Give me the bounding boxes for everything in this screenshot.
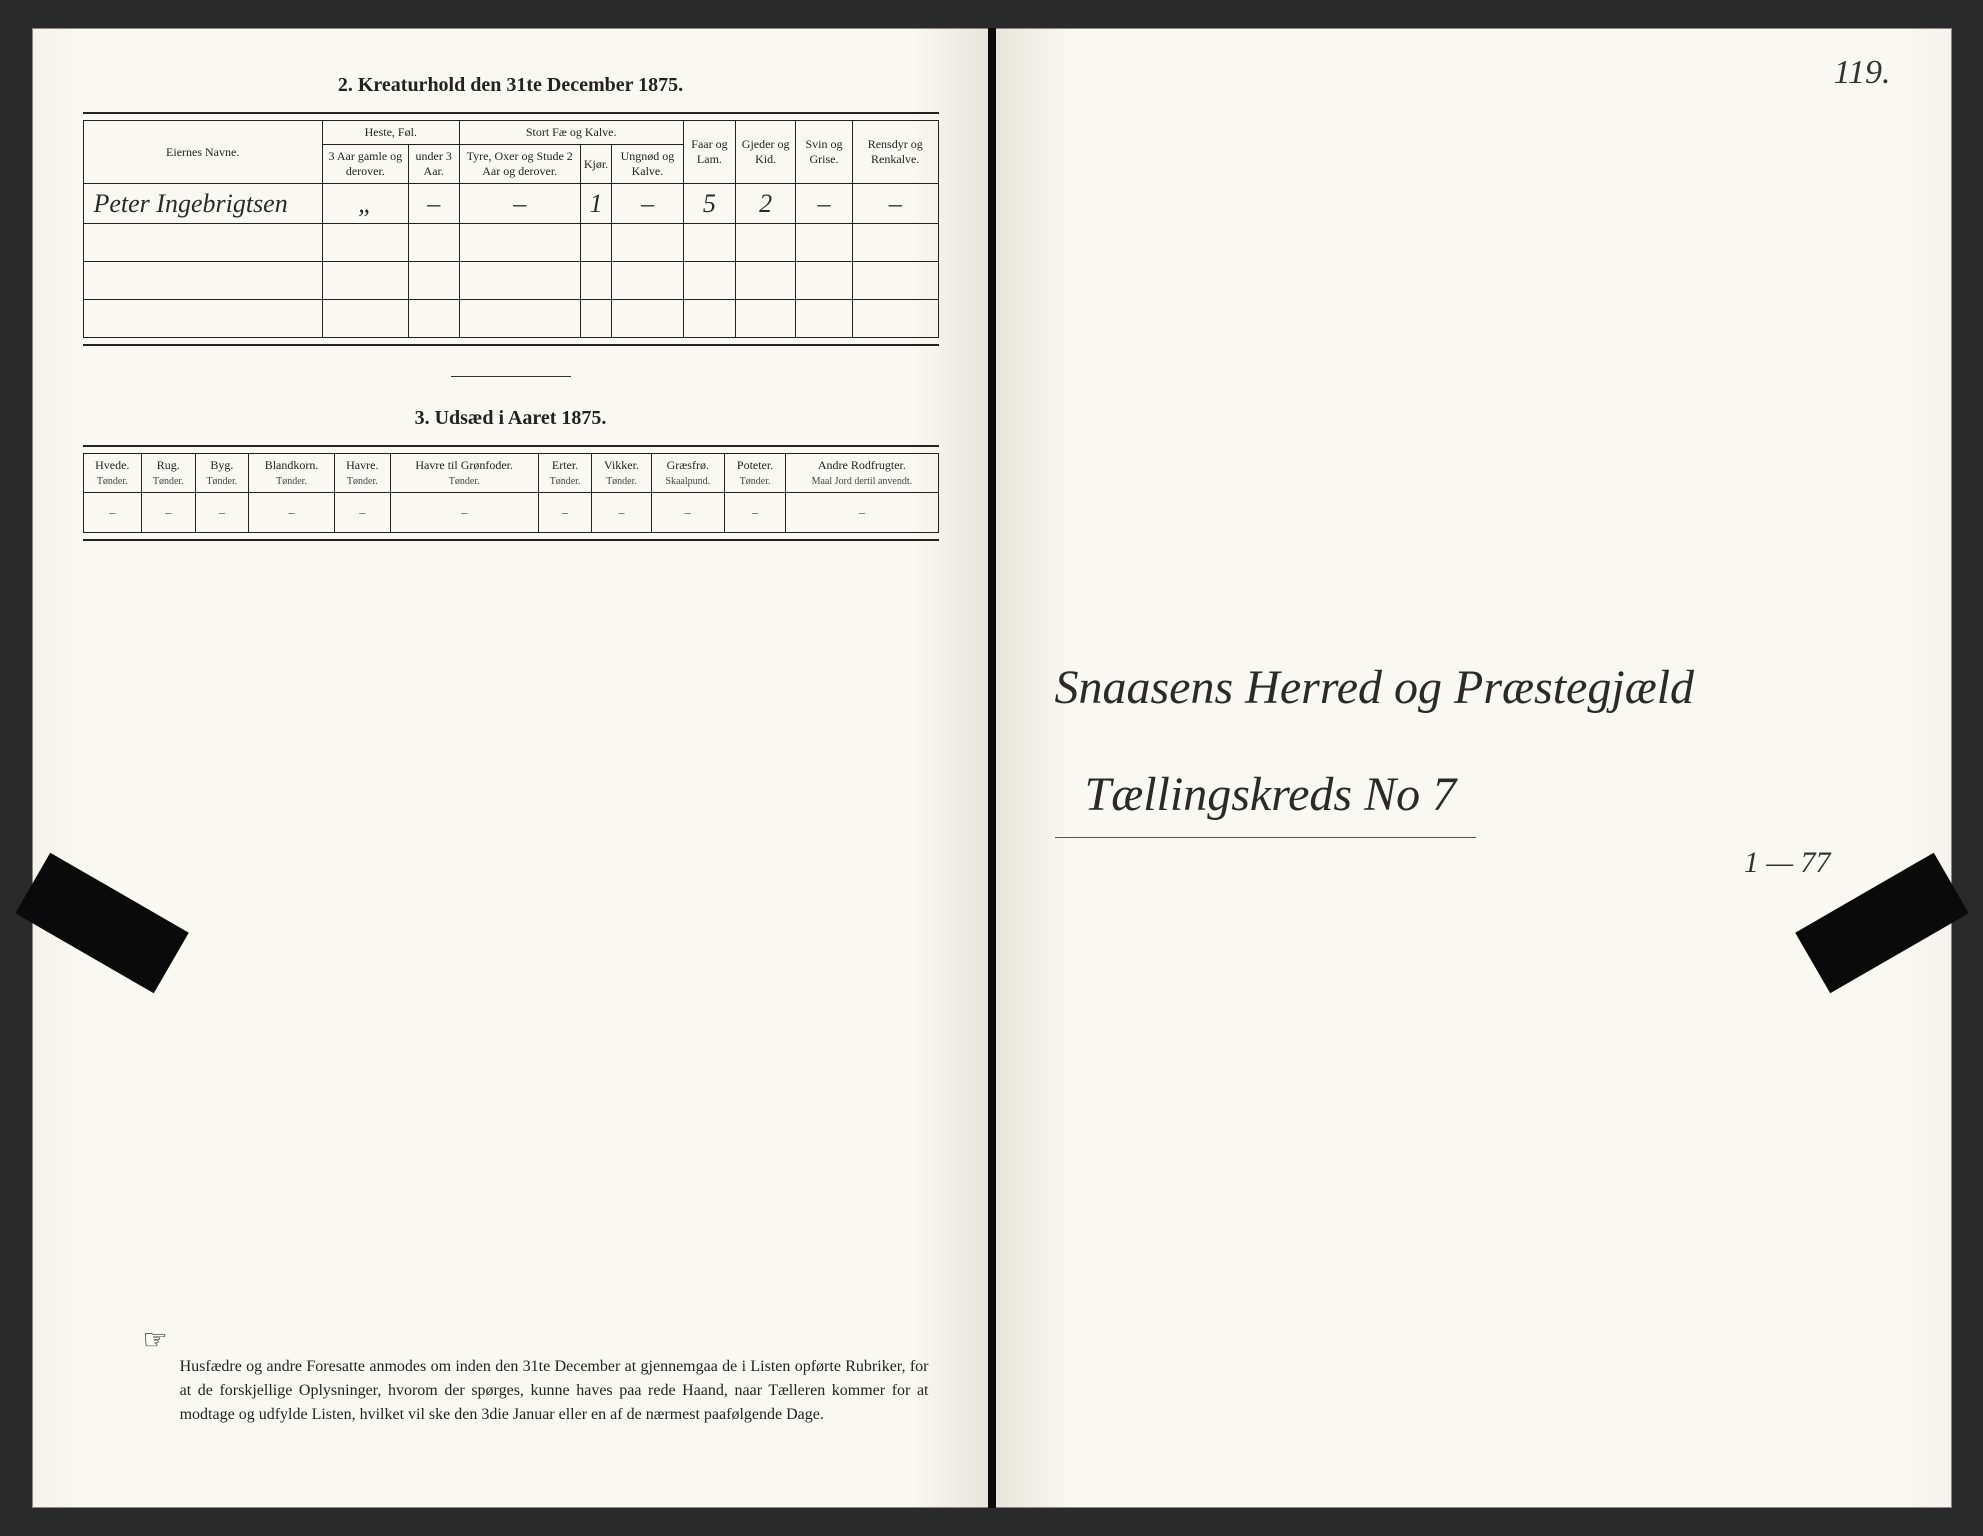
- section2-rule-bottom: [83, 344, 939, 346]
- table-row: Peter Ingebrigtsen „ – – 1 – 5 2 – –: [83, 184, 938, 224]
- table-row: [83, 224, 938, 262]
- col-goats: Gjeder og Kid.: [736, 121, 796, 184]
- seed-col: Havre.Tønder.: [334, 454, 390, 493]
- seed-data-row: – – – – – – – – – – –: [83, 493, 938, 533]
- footnote-text: Husfædre og andre Foresatte anmodes om i…: [180, 1355, 929, 1427]
- seed-cell: –: [195, 493, 249, 533]
- seed-cell: –: [724, 493, 785, 533]
- seed-col: Rug.Tønder.: [142, 454, 196, 493]
- seed-col: Græsfrø.Skaalpund.: [651, 454, 724, 493]
- table-row: [83, 262, 938, 300]
- seed-cell: –: [651, 493, 724, 533]
- seed-col: Byg.Tønder.: [195, 454, 249, 493]
- seed-col: Hvede.Tønder.: [83, 454, 142, 493]
- seed-cell: –: [786, 493, 938, 533]
- cell-sheep: 5: [683, 184, 735, 224]
- district-line: Snaasens Herred og Præstegjæld: [1055, 650, 1891, 727]
- col-reindeer: Rensdyr og Renkalve.: [852, 121, 938, 184]
- col-cattle-group: Stort Fæ og Kalve.: [459, 121, 683, 145]
- seed-cell: –: [538, 493, 592, 533]
- seed-col: Poteter.Tønder.: [724, 454, 785, 493]
- seed-col: Erter.Tønder.: [538, 454, 592, 493]
- col-owner: Eiernes Navne.: [83, 121, 322, 184]
- col-horses-b: under 3 Aar.: [408, 145, 459, 184]
- col-cattle-a: Tyre, Oxer og Stude 2 Aar og derover.: [459, 145, 580, 184]
- seed-col: Vikker.Tønder.: [592, 454, 651, 493]
- book-spine: [988, 28, 996, 1508]
- col-cattle-b: Kjør.: [580, 145, 611, 184]
- cell-pigs: –: [796, 184, 853, 224]
- cell-cattle-b: 1: [580, 184, 611, 224]
- page-number: 119.: [1834, 54, 1891, 92]
- section3-title: 3. Udsæd i Aaret 1875.: [83, 407, 939, 430]
- seed-col: Blandkorn.Tønder.: [249, 454, 335, 493]
- cell-reindeer: –: [852, 184, 938, 224]
- seed-header-row: Hvede.Tønder. Rug.Tønder. Byg.Tønder. Bl…: [83, 454, 938, 493]
- section3-rule: [83, 445, 939, 447]
- seed-table: Hvede.Tønder. Rug.Tønder. Byg.Tønder. Bl…: [83, 453, 939, 533]
- col-cattle-c: Ungnød og Kalve.: [612, 145, 684, 184]
- col-horses-a: 3 Aar gamle og derover.: [322, 145, 408, 184]
- seed-cell: –: [83, 493, 142, 533]
- book-spread: 2. Kreaturhold den 31te December 1875. E…: [32, 28, 1952, 1508]
- cell-horses-a: „: [322, 184, 408, 224]
- section3-rule-bottom: [83, 539, 939, 541]
- seed-col: Andre Rodfrugter.Maal Jord dertil anvend…: [786, 454, 938, 493]
- cell-owner: Peter Ingebrigtsen: [83, 184, 322, 224]
- range-line: 1 — 77: [1055, 846, 1891, 880]
- livestock-table: Eiernes Navne. Heste, Føl. Stort Fæ og K…: [83, 120, 939, 338]
- cell-horses-b: –: [408, 184, 459, 224]
- cell-goats: 2: [736, 184, 796, 224]
- section2-title: 2. Kreaturhold den 31te December 1875.: [83, 74, 939, 97]
- col-pigs: Svin og Grise.: [796, 121, 853, 184]
- census-circle-line: Tællingskreds No 7: [1055, 757, 1477, 839]
- left-page: 2. Kreaturhold den 31te December 1875. E…: [32, 28, 992, 1508]
- col-horses-group: Heste, Føl.: [322, 121, 459, 145]
- cell-cattle-a: –: [459, 184, 580, 224]
- seed-cell: –: [334, 493, 390, 533]
- footnote-block: ☞ Husfædre og andre Foresatte anmodes om…: [143, 1325, 929, 1427]
- title-block: Snaasens Herred og Præstegjæld Tællingsk…: [1055, 650, 1891, 881]
- section-divider: [451, 376, 571, 377]
- seed-cell: –: [592, 493, 651, 533]
- seed-cell: –: [390, 493, 538, 533]
- col-sheep: Faar og Lam.: [683, 121, 735, 184]
- cell-cattle-c: –: [612, 184, 684, 224]
- right-page: 119. Snaasens Herred og Præstegjæld Tæll…: [992, 28, 1952, 1508]
- seed-cell: –: [249, 493, 335, 533]
- pointing-hand-icon: ☞: [143, 1327, 168, 1355]
- seed-col: Havre til Grønfoder.Tønder.: [390, 454, 538, 493]
- table-row: [83, 300, 938, 338]
- section2-rule: [83, 112, 939, 114]
- seed-cell: –: [142, 493, 196, 533]
